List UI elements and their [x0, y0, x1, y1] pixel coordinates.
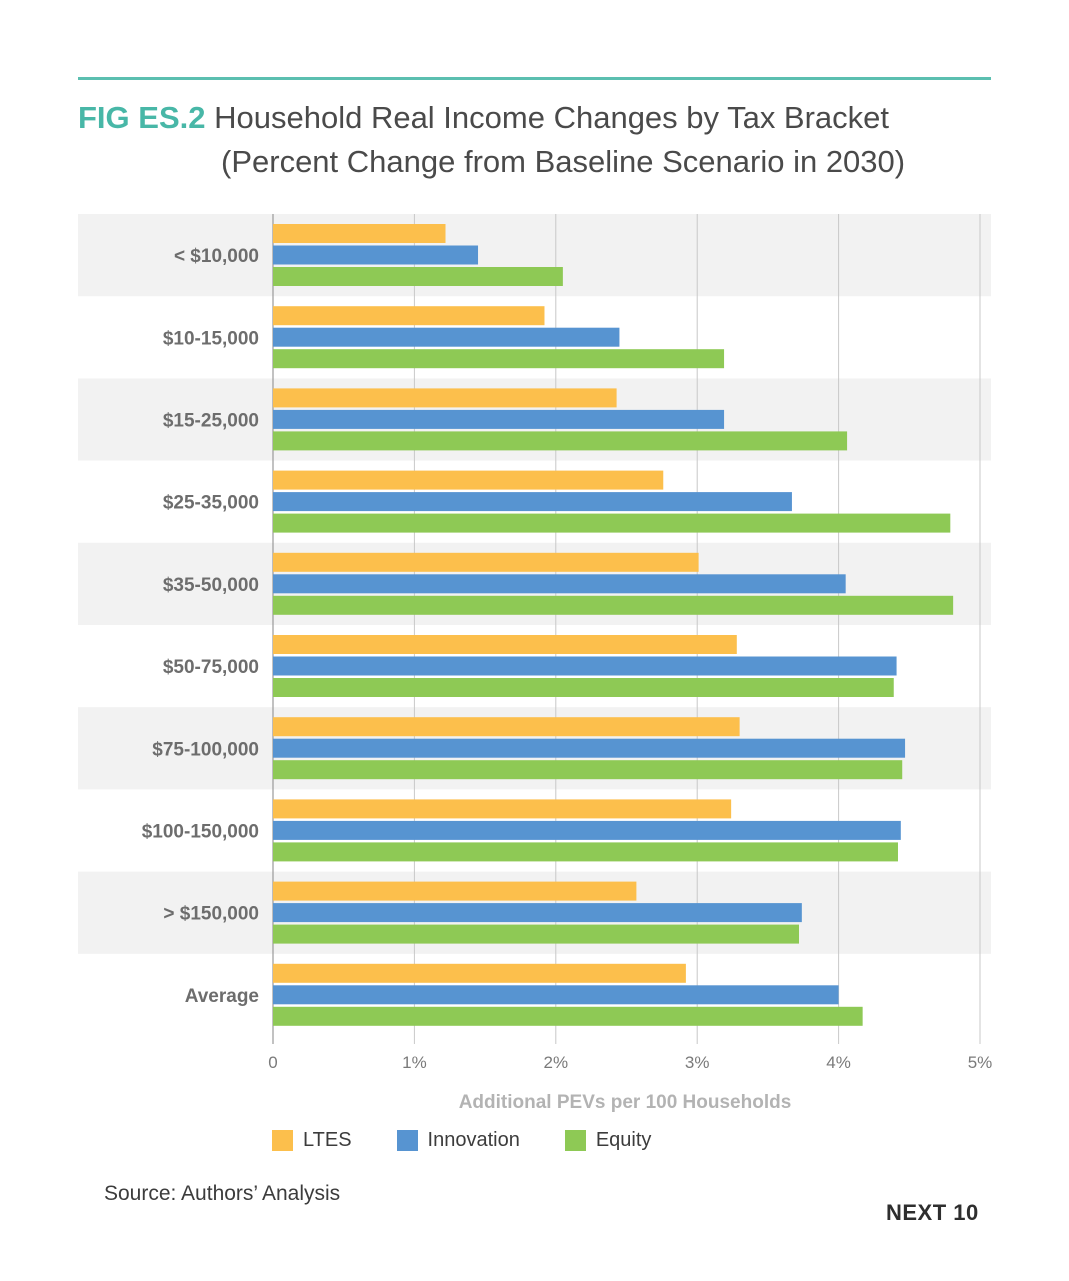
x-tick-label: 0	[268, 1053, 277, 1072]
category-label: $50-75,000	[163, 657, 259, 678]
bar-ltes	[273, 963, 686, 983]
bar-equity	[273, 595, 954, 615]
bar-innovation	[273, 656, 897, 676]
bar-innovation	[273, 327, 620, 347]
category-label: < $10,000	[174, 246, 259, 267]
legend-item-innovation: Innovation	[396, 1129, 520, 1152]
brand-logo: NEXT 10	[886, 1200, 979, 1225]
figure-title: FIG ES.2 Household Real Income Changes b…	[78, 96, 1038, 184]
x-tick-label: 4%	[826, 1053, 851, 1072]
bar-equity	[273, 760, 903, 780]
legend: LTES Innovation Equity	[272, 1129, 696, 1152]
tick-labels: 0 1% 2% 3% 4% 5%	[268, 1053, 992, 1072]
legend-label-equity: Equity	[595, 1129, 652, 1151]
x-tick-label: 5%	[968, 1053, 993, 1072]
bar-innovation	[273, 409, 725, 429]
x-axis-title: Additional PEVs per 100 Households	[459, 1092, 792, 1113]
bar-ltes	[273, 552, 699, 572]
legend-label-innovation: Innovation	[427, 1129, 520, 1151]
x-tick-label: 1%	[402, 1053, 427, 1072]
bar-equity	[273, 431, 848, 451]
figure-title-line2: (Percent Change from Baseline Scenario i…	[221, 144, 906, 179]
category-label: $15-25,000	[163, 411, 259, 432]
legend-swatch-innovation	[396, 1130, 418, 1151]
x-tick-label: 2%	[544, 1053, 569, 1072]
category-label: Average	[185, 986, 259, 1007]
figure-number: FIG ES.2	[78, 100, 206, 135]
bar-innovation	[273, 820, 901, 840]
top-rule	[78, 77, 991, 80]
legend-item-ltes: LTES	[272, 1129, 352, 1152]
bar-innovation	[273, 985, 839, 1005]
category-label: $100-150,000	[142, 822, 259, 843]
source-note: Source: Authors’ Analysis	[104, 1182, 341, 1205]
legend-item-equity: Equity	[564, 1129, 652, 1152]
x-tick-label: 3%	[685, 1053, 710, 1072]
legend-swatch-equity	[564, 1130, 586, 1151]
bar-innovation	[273, 903, 802, 923]
bar-ltes	[273, 470, 664, 490]
bar-equity	[273, 678, 894, 697]
legend-swatch-ltes	[272, 1130, 293, 1151]
bars	[273, 224, 954, 1026]
bar-equity	[273, 513, 951, 533]
category-label: $35-50,000	[163, 575, 259, 596]
bar-equity	[273, 349, 725, 369]
category-label: $75-100,000	[152, 739, 259, 760]
bar-ltes	[273, 635, 737, 654]
bar-equity	[273, 842, 898, 862]
category-label: > $150,000	[163, 904, 259, 925]
bar-equity	[273, 924, 800, 944]
category-label: $25-35,000	[163, 493, 259, 514]
bar-ltes	[273, 881, 637, 901]
bar-innovation	[273, 492, 792, 512]
bar-equity	[273, 1006, 863, 1026]
figure-title-line1: Household Real Income Changes by Tax Bra…	[214, 100, 890, 135]
bar-ltes	[273, 224, 446, 243]
category-label: $10-15,000	[163, 328, 259, 349]
bar-equity	[273, 267, 563, 286]
bar-innovation	[273, 738, 906, 758]
bar-innovation	[273, 245, 479, 265]
bar-ltes	[273, 306, 545, 326]
bar-ltes	[273, 799, 732, 819]
bar-ltes	[273, 388, 617, 408]
bar-ltes	[273, 717, 740, 737]
bar-innovation	[273, 574, 846, 594]
category-labels: < $10,000 $10-15,000 $15-25,000 $25-35,000 $…	[142, 246, 259, 1007]
legend-label-ltes: LTES	[303, 1129, 352, 1151]
